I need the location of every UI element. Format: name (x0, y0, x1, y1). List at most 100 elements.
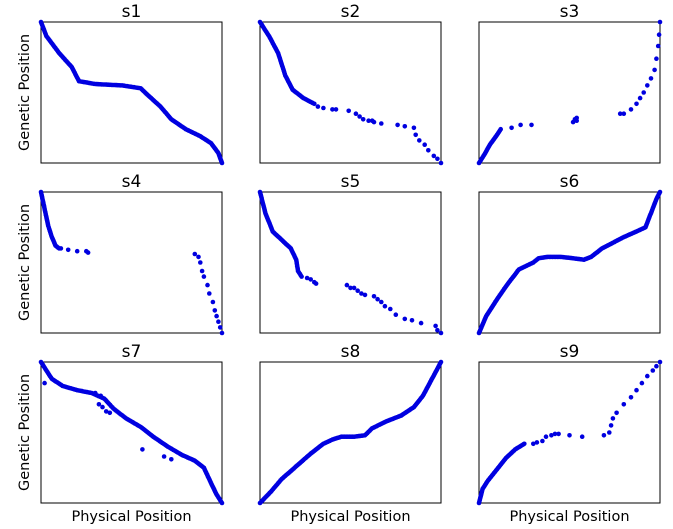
plot-frame (40, 21, 223, 164)
data-point (435, 327, 440, 333)
data-point (196, 254, 201, 260)
data-point (418, 320, 424, 326)
data-point (552, 431, 558, 437)
data-point (654, 56, 659, 61)
data-point (205, 282, 210, 288)
data-point (607, 430, 612, 435)
data-point (107, 410, 113, 416)
panel-title: s8 (341, 342, 361, 362)
data-point (74, 248, 80, 254)
data-point (426, 148, 431, 153)
plot-frame (478, 191, 661, 334)
x-axis-label: Physical Position (290, 509, 410, 525)
data-point (422, 142, 428, 147)
data-point (438, 359, 444, 365)
data-point (382, 303, 388, 309)
data-point (321, 105, 326, 111)
data-point (96, 402, 102, 407)
data-point (85, 250, 91, 255)
data-point (614, 410, 619, 416)
panel-s4: s4 Genetic Position (17, 172, 225, 336)
panel-s7: s7 Genetic Position Physical Position (17, 342, 225, 525)
data-point (353, 111, 359, 116)
data-point (100, 404, 105, 410)
data-point (219, 160, 225, 166)
data-point (656, 32, 662, 37)
data-point (192, 251, 198, 257)
data-point (65, 247, 71, 253)
data-point (393, 312, 399, 318)
data-point (655, 43, 661, 49)
data-point (357, 114, 362, 119)
data-point (531, 441, 536, 447)
data-point (529, 122, 534, 128)
data-point (312, 101, 317, 107)
data-point (98, 393, 103, 399)
plot-frame (478, 361, 661, 504)
plot-frame (40, 191, 223, 334)
data-point (641, 90, 646, 95)
data-point (438, 330, 444, 336)
data-point (556, 431, 561, 437)
data-point (366, 118, 371, 123)
data-point (652, 67, 657, 73)
data-point (216, 319, 221, 325)
panel-s9: s9 Physical Position (476, 342, 663, 525)
data-point (388, 306, 393, 312)
data-point (522, 441, 527, 447)
data-point (360, 117, 366, 122)
data-point (58, 246, 64, 251)
plot-frame (40, 361, 223, 504)
panel-title: s3 (560, 2, 580, 22)
data-point (621, 402, 627, 407)
x-axis-label: Physical Position (71, 509, 191, 525)
data-point (657, 359, 663, 365)
x-axis-label: Physical Position (509, 509, 629, 525)
data-point (330, 107, 335, 112)
panel-s3: s3 (476, 2, 663, 166)
y-axis-label: Genetic Position (17, 204, 33, 321)
data-point (333, 107, 339, 112)
data-point (207, 291, 212, 296)
data-point (413, 132, 419, 138)
data-point (657, 19, 663, 25)
data-point (574, 115, 579, 121)
data-point (433, 323, 438, 329)
y-axis-label: Genetic Position (17, 374, 33, 491)
data-point (567, 433, 572, 438)
data-point (438, 160, 444, 166)
plot-frame (478, 21, 661, 164)
panel-s2: s2 (257, 2, 444, 166)
panel-s5: s5 (257, 172, 444, 336)
data-point (650, 368, 656, 373)
data-point (344, 282, 350, 288)
data-point (379, 299, 384, 305)
data-point (214, 313, 219, 319)
plot-frame (259, 191, 442, 334)
data-point (549, 433, 554, 438)
y-axis-label: Genetic Position (17, 34, 33, 151)
data-point (217, 325, 223, 330)
data-point (601, 433, 607, 438)
data-point (201, 274, 207, 279)
data-point (379, 121, 384, 126)
data-point (509, 125, 514, 131)
panel-s6: s6 (476, 172, 663, 336)
data-point (93, 390, 98, 396)
panel-s8: s8 Physical Position (257, 342, 444, 525)
panel-title: s4 (122, 172, 142, 192)
plot-frame (259, 21, 442, 164)
data-point (402, 316, 408, 322)
data-point (371, 294, 377, 299)
data-point (435, 156, 440, 162)
data-point (140, 447, 145, 452)
data-point (498, 126, 504, 132)
data-point (534, 440, 540, 445)
data-point (543, 434, 549, 440)
data-point (645, 83, 650, 88)
panel-title: s2 (341, 2, 361, 22)
data-point (645, 373, 650, 379)
data-point (657, 189, 663, 195)
data-point (355, 288, 361, 294)
